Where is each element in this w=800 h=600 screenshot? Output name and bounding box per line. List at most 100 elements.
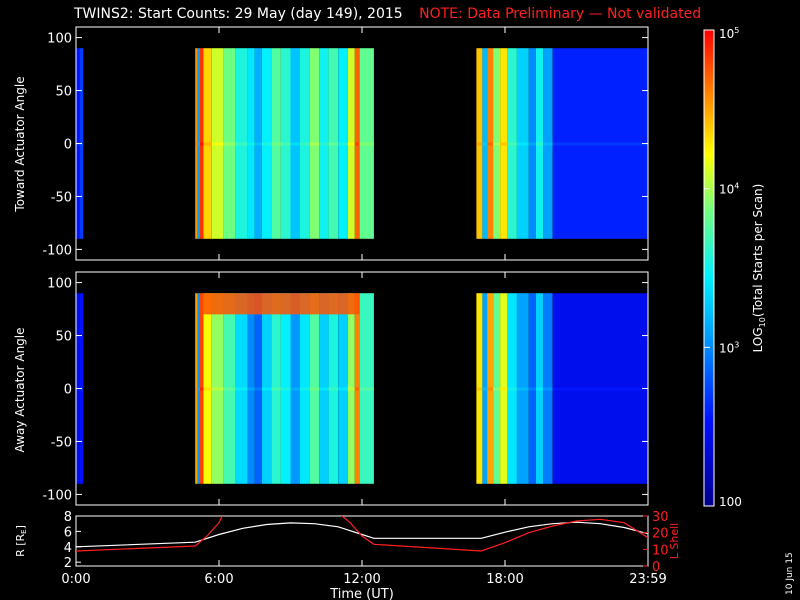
lshell-line <box>76 516 648 552</box>
time-axis: 0:00 6:00 12:00 18:00 23:59 Time (UT) <box>61 572 666 600</box>
heatmap-zero-streak <box>482 387 488 391</box>
away-panel: -100 -50 0 50 100 <box>42 271 649 506</box>
y-tick-label: -100 <box>42 488 72 503</box>
heatmap-zero-streak <box>528 142 536 146</box>
heatmap-zero-streak <box>507 142 517 146</box>
heatmap-zero-streak <box>507 387 517 391</box>
heatmap-zero-streak <box>347 142 355 146</box>
heatmap-zero-streak <box>338 142 348 146</box>
radius-line <box>76 521 648 548</box>
time-tick-label: 6:00 <box>204 572 233 587</box>
y-tick-label: -50 <box>51 190 72 205</box>
time-axis-label: Time (UT) <box>329 587 394 600</box>
heatmap-zero-streak <box>290 387 300 391</box>
heatmap-zero-streak <box>235 142 248 146</box>
heatmap-zero-streak <box>195 387 198 391</box>
colorbar-tick-label: 100 <box>719 495 742 509</box>
lshell-tick-label: 0 <box>652 560 660 575</box>
heatmap-zero-streak <box>476 142 483 146</box>
heatmap-zero-streak <box>500 142 508 146</box>
heatmap-zero-streak <box>223 387 236 391</box>
heatmap-zero-streak <box>328 387 339 391</box>
date-stamp: 10 Jun 15 <box>785 552 795 595</box>
colorbar-tick-label: 104 <box>719 182 739 197</box>
preliminary-note: NOTE: Data Preliminary — Not validated <box>419 6 702 22</box>
heatmap-zero-streak <box>543 387 553 391</box>
heatmap-zero-streak <box>195 142 198 146</box>
y-tick-label: -50 <box>51 435 72 450</box>
radius-tick-label: 6 <box>64 525 72 540</box>
time-tick-label: 23:59 <box>629 572 666 587</box>
heatmap-zero-streak <box>309 142 320 146</box>
colorbar-tick-label: 103 <box>719 340 739 355</box>
heatmap-zero-streak <box>536 387 544 391</box>
heatmap-zero-streak <box>247 387 255 391</box>
colorbar-label: LOG10(Total Starts per Scan) <box>751 184 767 353</box>
y-tick-label: 100 <box>47 277 72 292</box>
time-tick-label: 18:00 <box>486 572 523 587</box>
colorbar-ticks: 100 103 104 105 <box>704 26 742 509</box>
heatmap-zero-streak <box>300 387 310 391</box>
heatmap-zero-streak <box>197 142 200 146</box>
heatmap-zero-streak <box>254 142 262 146</box>
heatmap-zero-streak <box>203 387 212 391</box>
heatmap-zero-streak <box>197 387 200 391</box>
time-tick-label: 12:00 <box>343 572 380 587</box>
heatmap-zero-streak <box>493 142 501 146</box>
heatmap-zero-streak <box>261 387 272 391</box>
heatmap-zero-streak <box>516 142 529 146</box>
heatmap-zero-streak <box>211 387 224 391</box>
colorbar-gradient <box>703 29 715 507</box>
heatmap-zero-streak <box>309 387 320 391</box>
time-tick-label: 0:00 <box>61 572 90 587</box>
y-tick-label: 50 <box>55 85 72 100</box>
heatmap-zero-streak <box>254 387 262 391</box>
heatmap-zero-streak <box>516 387 529 391</box>
colorbar-tick-label: 105 <box>719 26 739 41</box>
heatmap-zero-streak <box>199 387 204 391</box>
heatmap-zero-streak <box>290 142 300 146</box>
toward-panel: -100 -50 0 50 100 <box>42 26 649 261</box>
heatmap-zero-streak <box>536 142 544 146</box>
y-tick-label: 0 <box>64 138 72 153</box>
heatmap-zero-streak <box>319 387 329 391</box>
heatmap-zero-streak <box>338 387 348 391</box>
heatmap-zero-streak <box>271 142 281 146</box>
radius-tick-label: 2 <box>64 556 72 571</box>
y-tick-label: 0 <box>64 383 72 398</box>
heatmap-zero-streak <box>543 142 553 146</box>
radius-axis-label: R [RE] <box>14 525 28 557</box>
heatmap-zero-streak <box>487 387 494 391</box>
heatmap-zero-streak <box>235 387 248 391</box>
figure-title-row: TWINS2: Start Counts: 29 May (day 149), … <box>74 6 701 22</box>
heatmap-zero-streak <box>271 387 281 391</box>
heatmap-zero-streak <box>328 142 339 146</box>
radius-tick-label: 8 <box>64 510 72 525</box>
lshell-tick-label: 20 <box>652 527 669 542</box>
heatmap-zero-streak <box>476 387 483 391</box>
toward-axis-label: Toward Actuator Angle <box>13 76 27 212</box>
heatmap-zero-streak <box>552 387 648 391</box>
heatmap-zero-streak <box>300 142 310 146</box>
heatmap-zero-streak <box>359 387 374 391</box>
away-axis-label: Away Actuator Angle <box>13 327 27 452</box>
heatmap-zero-streak <box>247 142 255 146</box>
heatmap-zero-streak <box>319 142 329 146</box>
heatmap-zero-streak <box>281 142 291 146</box>
figure-title: TWINS2: Start Counts: 29 May (day 149), … <box>74 6 403 22</box>
y-tick-label: -100 <box>42 243 72 258</box>
y-tick-label: 100 <box>47 32 72 47</box>
heatmap-zero-streak <box>528 387 536 391</box>
heatmap-zero-streak <box>347 387 355 391</box>
heatmap-zero-streak <box>482 142 488 146</box>
heatmap-zero-streak <box>281 387 291 391</box>
heatmap-zero-streak <box>261 142 272 146</box>
heatmap-zero-streak <box>487 142 494 146</box>
lshell-tick-label: 30 <box>652 510 669 525</box>
heatmap-zero-streak <box>354 387 360 391</box>
heatmap-zero-streak <box>493 387 501 391</box>
lshell-tick-label: 10 <box>652 543 669 558</box>
heatmap-zero-streak <box>211 142 224 146</box>
